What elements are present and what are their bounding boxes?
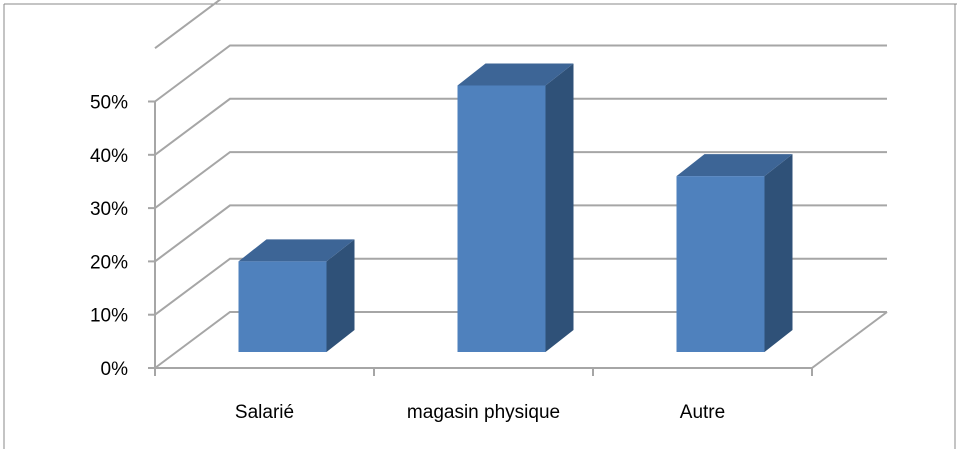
bar-top (238, 239, 355, 262)
gridline (154, 44, 887, 103)
category-label: Autre (680, 402, 725, 423)
y-tick-label: 20% (90, 252, 128, 273)
y-tick-label: 10% (90, 306, 128, 327)
floor-edge (811, 311, 888, 369)
y-tick-label: 40% (90, 146, 128, 167)
bar-front (457, 85, 546, 352)
category-labels: Salarié magasin physique Autre (235, 402, 725, 423)
y-tick-label: 0% (101, 359, 129, 380)
gridline (154, 151, 887, 209)
gridline (154, 0, 222, 50)
gridlines (154, 0, 888, 369)
gridline (154, 257, 887, 316)
bar (676, 154, 793, 352)
bar-front (676, 176, 765, 352)
y-tick-label: 50% (90, 93, 128, 114)
bar-top (676, 154, 793, 177)
gridline (154, 311, 887, 369)
category-label: magasin physique (407, 402, 560, 423)
bar-side (764, 154, 793, 352)
bar-side (545, 63, 574, 352)
bar (238, 239, 355, 352)
category-label: Salarié (235, 402, 294, 423)
y-tick-labels: 0% 10% 20% 30% 40% 50% (90, 93, 128, 381)
y-tick-label: 30% (90, 199, 128, 220)
bar-front (238, 261, 327, 352)
bars (238, 63, 793, 352)
bar (457, 63, 574, 352)
bar-side (326, 239, 355, 352)
gridline (154, 204, 887, 263)
bar-top (457, 63, 574, 86)
gridline (154, 97, 887, 156)
axes (148, 100, 813, 376)
